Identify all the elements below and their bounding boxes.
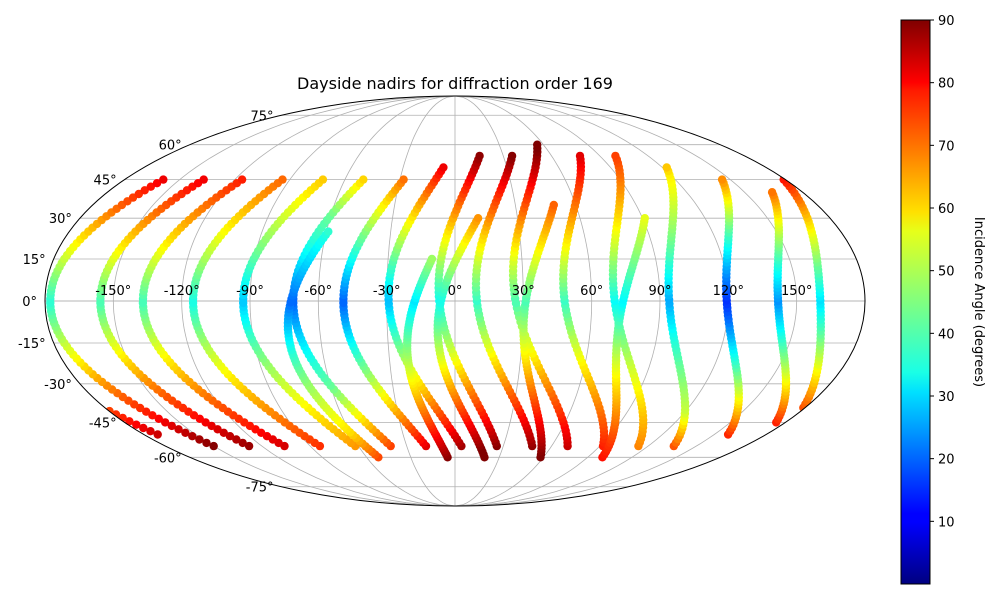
nadir-point: [174, 425, 183, 434]
colorbar: [900, 19, 931, 585]
nadir-point: [159, 175, 168, 184]
nadir-point: [195, 435, 204, 444]
nadir-point: [439, 163, 448, 172]
colorbar-tick-label: 40: [938, 327, 955, 342]
latitude-tick-label: -30°: [44, 378, 72, 393]
nadir-point: [611, 151, 620, 161]
nadir-point: [140, 186, 149, 195]
nadir-point: [237, 175, 247, 184]
nadir-point: [278, 175, 287, 184]
nadir-point: [132, 420, 141, 429]
nadir-point: [324, 227, 333, 236]
nadir-point: [152, 179, 162, 188]
nadir-point: [232, 435, 241, 444]
longitude-tick-label: -120°: [164, 284, 200, 299]
nadir-point: [161, 418, 170, 427]
nadir-point: [154, 414, 163, 423]
nadir-point: [125, 417, 134, 426]
nadir-point: [475, 151, 484, 161]
nadir-point: [359, 175, 368, 184]
nadir-point: [549, 200, 558, 210]
nadir-point: [139, 423, 148, 433]
nadir-points: [46, 140, 825, 462]
longitude-tick-label: -90°: [236, 284, 264, 299]
latitude-tick-label: 15°: [23, 253, 46, 268]
nadir-point: [181, 428, 190, 437]
colorbar-tick-label: 80: [938, 77, 955, 92]
longitude-tick-label: 30°: [512, 284, 535, 299]
colorbar-tick-label: 10: [938, 515, 955, 530]
colorbar-tick-label: 60: [938, 202, 955, 217]
colorbar-tick-label: 90: [938, 14, 955, 29]
nadir-point: [146, 427, 155, 436]
nadir-point: [209, 441, 218, 451]
nadir-point: [219, 428, 228, 437]
latitude-tick-label: -60°: [154, 451, 182, 466]
nadir-point: [575, 151, 585, 161]
nadir-point: [427, 254, 437, 264]
nadir-point: [318, 175, 328, 184]
longitude-tick-label: 0°: [448, 284, 463, 299]
nadir-point: [507, 151, 517, 161]
nadir-point: [238, 438, 247, 448]
nadir-point: [225, 432, 235, 441]
latitude-tick-label: 45°: [94, 174, 117, 189]
nadir-point: [146, 182, 155, 191]
latitude-tick-labels: 75° 60° 45° 30° 15° 0° -15° -30° -45° -60° -75°: [18, 109, 274, 495]
colorbar-ticks: 10 20 30 40 50 60 70 80 90: [930, 14, 955, 530]
colorbar-tick-label: 70: [938, 139, 955, 154]
colorbar-tick-label: 30: [938, 390, 955, 405]
nadir-point: [142, 407, 151, 416]
longitude-tick-label: -60°: [304, 284, 332, 299]
map-outline: [44, 95, 866, 507]
latitude-tick-label: -45°: [89, 416, 117, 431]
latitude-tick-label: 75°: [250, 109, 273, 124]
longitude-tick-label: 90°: [648, 284, 671, 299]
nadir-point: [199, 175, 208, 184]
nadir-point: [399, 175, 408, 184]
colorbar-tick-label: 20: [938, 453, 955, 468]
graticule: [45, 96, 865, 506]
nadir-point: [640, 214, 649, 223]
longitude-tick-label: 150°: [781, 284, 812, 299]
longitude-tick-label: -30°: [373, 284, 401, 299]
nadir-point: [473, 214, 483, 223]
nadir-point: [167, 421, 176, 431]
chart-title: Dayside nadirs for diffraction order 169: [297, 74, 613, 93]
longitude-tick-label: -150°: [95, 284, 131, 299]
nadir-point: [717, 175, 727, 184]
latitude-tick-label: -15°: [18, 337, 46, 352]
latitude-tick-label: -75°: [246, 481, 274, 496]
latitude-tick-label: 30°: [49, 212, 72, 227]
nadir-point: [662, 163, 671, 172]
longitude-tick-label: 60°: [580, 284, 603, 299]
longitude-tick-label: 120°: [713, 284, 744, 299]
nadir-point: [533, 140, 542, 149]
nadir-point: [148, 411, 157, 420]
nadir-point: [153, 430, 162, 439]
nadir-point: [188, 432, 197, 441]
nadir-point: [244, 441, 254, 451]
latitude-tick-label: 60°: [159, 139, 182, 154]
colorbar-label: Incidence Angle (degrees): [971, 217, 986, 387]
nadir-point: [202, 438, 211, 448]
nadir-point: [767, 188, 777, 197]
colorbar-tick-label: 50: [938, 265, 955, 280]
latitude-tick-label: 0°: [22, 295, 37, 310]
longitude-tick-labels: -150° -120° -90° -60° -30° 0° 30° 60° 90° 120° 150…: [95, 284, 812, 299]
